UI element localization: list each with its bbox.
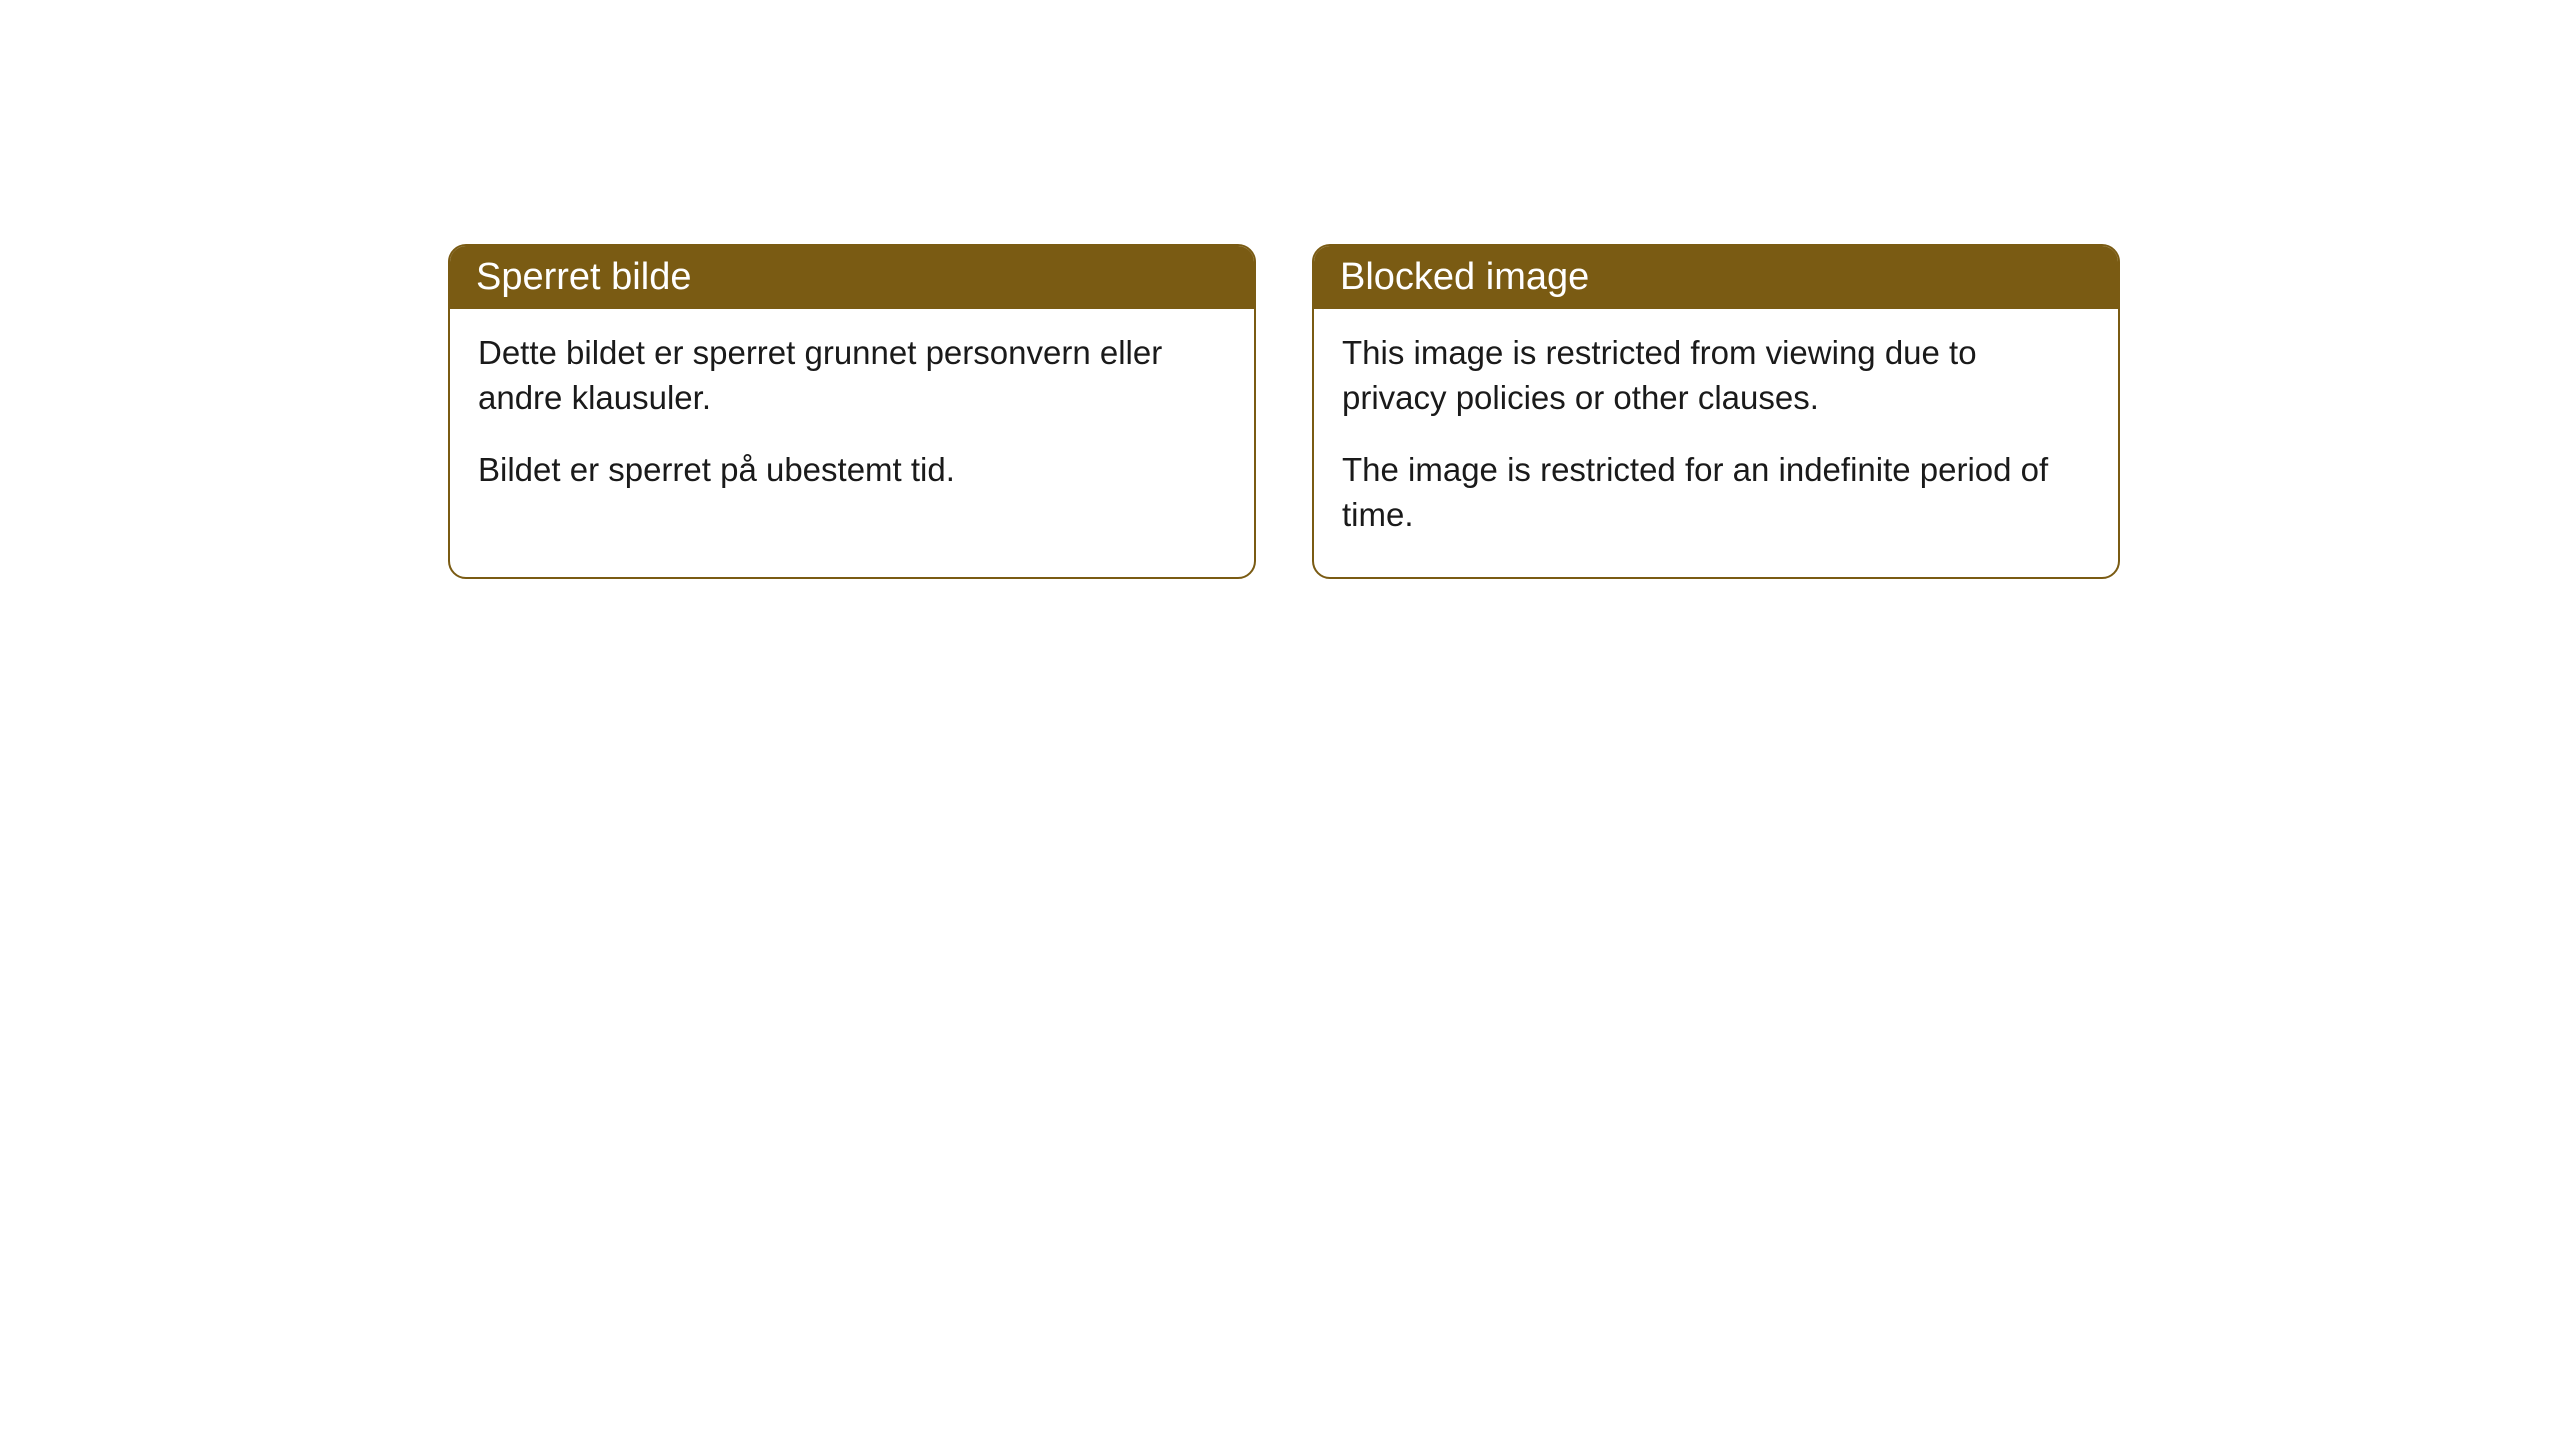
card-paragraph-1-norwegian: Dette bildet er sperret grunnet personve…	[478, 331, 1226, 420]
card-body-norwegian: Dette bildet er sperret grunnet personve…	[450, 309, 1254, 533]
blocked-image-card-english: Blocked image This image is restricted f…	[1312, 244, 2120, 579]
card-header-norwegian: Sperret bilde	[450, 246, 1254, 309]
notice-cards-container: Sperret bilde Dette bildet er sperret gr…	[448, 244, 2120, 579]
blocked-image-card-norwegian: Sperret bilde Dette bildet er sperret gr…	[448, 244, 1256, 579]
card-body-english: This image is restricted from viewing du…	[1314, 309, 2118, 577]
card-paragraph-1-english: This image is restricted from viewing du…	[1342, 331, 2090, 420]
card-paragraph-2-norwegian: Bildet er sperret på ubestemt tid.	[478, 448, 1226, 493]
card-paragraph-2-english: The image is restricted for an indefinit…	[1342, 448, 2090, 537]
card-header-english: Blocked image	[1314, 246, 2118, 309]
